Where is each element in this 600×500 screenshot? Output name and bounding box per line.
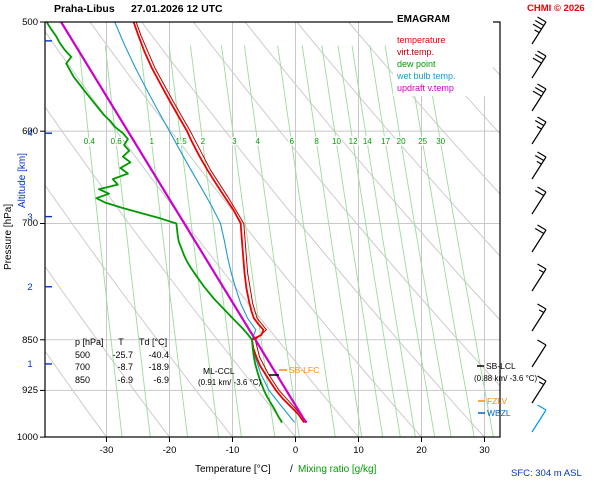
station-name: Praha-Libus — [54, 3, 115, 15]
x-tick-label: -20 — [162, 445, 177, 456]
curve-temperature — [132, 22, 305, 423]
wind-barb — [531, 83, 547, 112]
wind-barb — [531, 375, 547, 404]
mixing-ratio-line-label: 1.5 — [176, 137, 188, 146]
wind-barb — [531, 16, 547, 45]
mixing-ratio-line-label: 30 — [436, 137, 445, 146]
sb-lcl-label: SB-LCL — [486, 361, 516, 371]
pressure-tick-label: 600 — [22, 126, 38, 138]
wbzl-label: WBZL — [487, 408, 511, 418]
ml-ccl-label: ML-CCL — [203, 366, 235, 376]
mixing-ratio-line-label: 14 — [363, 137, 372, 146]
legend-item: updraft v.temp — [397, 83, 454, 93]
legend-items: temperature virt.temp. dew point wet bulb t… — [397, 34, 489, 94]
mixing-ratio-line-label: 1 — [149, 137, 154, 146]
mixing-ratio-line-label: 17 — [381, 137, 390, 146]
curve-virt-temp- — [135, 22, 308, 423]
x-tick-label: -30 — [99, 445, 114, 456]
fzlv-label: FZLV — [487, 396, 508, 406]
wind-barb — [531, 404, 547, 433]
legend-item: virt.temp. — [397, 47, 435, 57]
legend-item: temperature — [397, 35, 446, 45]
legend-item: wet bulb temp. — [397, 71, 456, 81]
ml-ccl-detail: (0.91 km/ -3.6 °C) — [198, 378, 262, 387]
table-cell: 700 — [75, 362, 91, 372]
altitude-tick-label: 4 — [27, 128, 33, 140]
mixing-ratio-line-label: 3 — [232, 137, 237, 146]
table-cell: -40.4 — [148, 349, 169, 360]
pressure-tick-label: 700 — [22, 218, 38, 230]
pressure-axis-label: Pressure [hPa] — [3, 203, 14, 270]
pressure-tick-label: 500 — [22, 17, 38, 28]
wind-barb — [531, 303, 547, 332]
wind-barb — [531, 151, 547, 180]
curve-wet-bulb-temp- — [114, 22, 295, 423]
table-header-row: p [hPa] T Td [°C] — [75, 336, 175, 349]
table-cell: -6.9 — [153, 374, 169, 385]
altitude-axis-label: Altitude [km] — [17, 152, 28, 208]
mixing-ratio-line-label: 25 — [418, 137, 427, 146]
curve-dew-point — [45, 22, 283, 423]
wind-barb — [531, 186, 547, 215]
table-cell: -18.9 — [148, 362, 169, 372]
x-tick-label: 0 — [292, 445, 299, 456]
temperature-axis-label: Temperature [°C] — [195, 464, 271, 475]
wind-barb — [531, 263, 547, 292]
table-row: 500 -25.7 -40.4 — [75, 349, 175, 362]
sb-lcl-detail: (0.88 km/ -3.6 °C) — [474, 374, 538, 383]
wind-barb — [531, 339, 547, 368]
surface-elevation-label: SFC: 304 m ASL — [511, 468, 582, 479]
mixing-ratio-line-label: 8 — [314, 137, 319, 146]
sounding-datetime: 27.01.2026 12 UTC — [131, 3, 223, 15]
axis-label-separator: / — [290, 464, 293, 475]
wind-barb — [531, 224, 547, 253]
wind-barb — [531, 50, 547, 79]
pressure-tick-label: 1000 — [16, 432, 38, 444]
mixing-ratio-line-label: 10 — [332, 137, 341, 146]
x-tick-label: 20 — [416, 445, 427, 456]
table-cell: T — [118, 337, 124, 347]
legend-title: EMAGRAM — [397, 14, 450, 25]
mixing-ratio-line-label: 4 — [255, 137, 260, 146]
table-row: 700 -8.7 -18.9 — [75, 361, 175, 374]
level-table: p [hPa] T Td [°C] 500 -25.7 -40.4 700 -8.7 -18.9… — [75, 336, 175, 386]
mixing-ratio-line-label: 0.4 — [84, 137, 96, 146]
legend-item: dew point — [397, 59, 436, 69]
table-cell: -8.7 — [117, 362, 133, 372]
pressure-tick-label: 850 — [22, 334, 38, 346]
sb-lfc-label: SB-LFC — [289, 365, 320, 375]
altitude-tick-label: 1 — [27, 358, 33, 370]
curve-updraft-v-temp — [59, 22, 307, 423]
x-tick-label: 30 — [479, 445, 490, 456]
mixing-ratio-line-label: 20 — [397, 137, 406, 146]
table-cell: Td [°C] — [139, 337, 168, 347]
altitude-tick-label: 2 — [27, 281, 33, 293]
altitude-tick-label: 3 — [27, 211, 33, 223]
table-cell: 500 — [75, 349, 91, 360]
table-cell: 850 — [75, 374, 91, 385]
x-tick-label: 10 — [353, 445, 364, 456]
table-row: 850 -6.9 -6.9 — [75, 374, 175, 387]
mixing-ratio-line-label: 12 — [349, 137, 358, 146]
table-cell: p [hPa] — [75, 337, 104, 347]
mixing-ratio-line-label: 0.6 — [111, 137, 123, 146]
pressure-tick-label: 925 — [22, 385, 38, 397]
table-cell: -6.9 — [117, 374, 133, 385]
x-tick-label: -10 — [225, 445, 240, 456]
copyright-label: CHMI © 2026 — [527, 3, 585, 14]
wind-barb — [531, 116, 547, 145]
mixing-ratio-axis-label: Mixing ratio [g/kg] — [298, 464, 377, 475]
mixing-ratio-line-label: 6 — [289, 137, 294, 146]
legend-box: EMAGRAM temperature virt.temp. dew point we… — [393, 12, 493, 96]
table-cell: -25.7 — [112, 349, 133, 360]
mixing-ratio-line-label: 2 — [201, 137, 206, 146]
